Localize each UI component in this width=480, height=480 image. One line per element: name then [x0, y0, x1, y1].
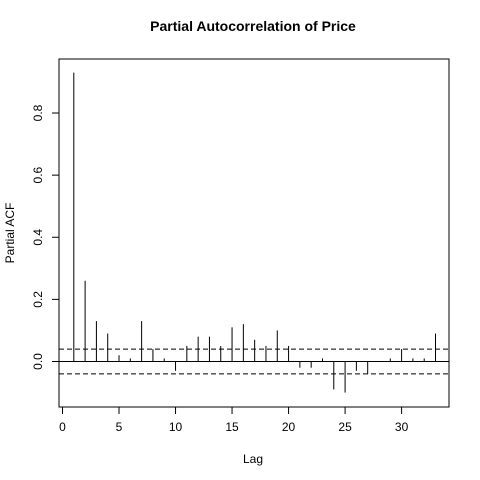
- x-axis-label: Lag: [243, 452, 263, 466]
- x-tick-label: 15: [225, 420, 239, 434]
- y-axis-label: Partial ACF: [3, 203, 17, 264]
- x-tick-label: 0: [59, 420, 66, 434]
- x-tick-label: 5: [116, 420, 123, 434]
- y-axis: 0.0 0.2 0.4 0.6 0.8: [31, 104, 60, 370]
- confidence-bounds: [59, 348, 449, 375]
- plot-frame: [58, 58, 450, 408]
- x-axis: 0 5 10 15 20 25 30: [59, 406, 409, 434]
- x-tick-label: 20: [282, 420, 296, 434]
- pacf-bars: [73, 72, 437, 393]
- x-tick-label: 25: [338, 420, 352, 434]
- y-tick-label: 0.6: [31, 166, 45, 183]
- chart-title: Partial Autocorrelation of Price: [150, 18, 356, 34]
- y-tick-label: 0.2: [31, 291, 45, 308]
- y-tick-label: 0.0: [31, 353, 45, 370]
- x-tick-label: 30: [395, 420, 409, 434]
- y-tick-label: 0.4: [31, 229, 45, 246]
- y-tick-label: 0.8: [31, 104, 45, 121]
- x-tick-label: 10: [169, 420, 183, 434]
